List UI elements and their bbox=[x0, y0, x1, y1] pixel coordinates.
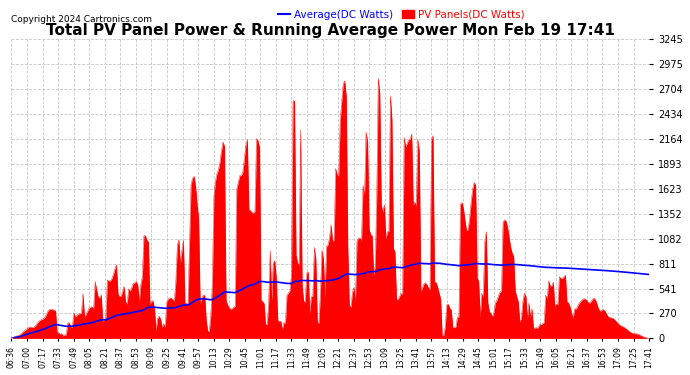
Legend: Average(DC Watts), PV Panels(DC Watts): Average(DC Watts), PV Panels(DC Watts) bbox=[273, 6, 529, 24]
Text: Copyright 2024 Cartronics.com: Copyright 2024 Cartronics.com bbox=[12, 15, 152, 24]
Title: Total PV Panel Power & Running Average Power Mon Feb 19 17:41: Total PV Panel Power & Running Average P… bbox=[46, 23, 615, 38]
